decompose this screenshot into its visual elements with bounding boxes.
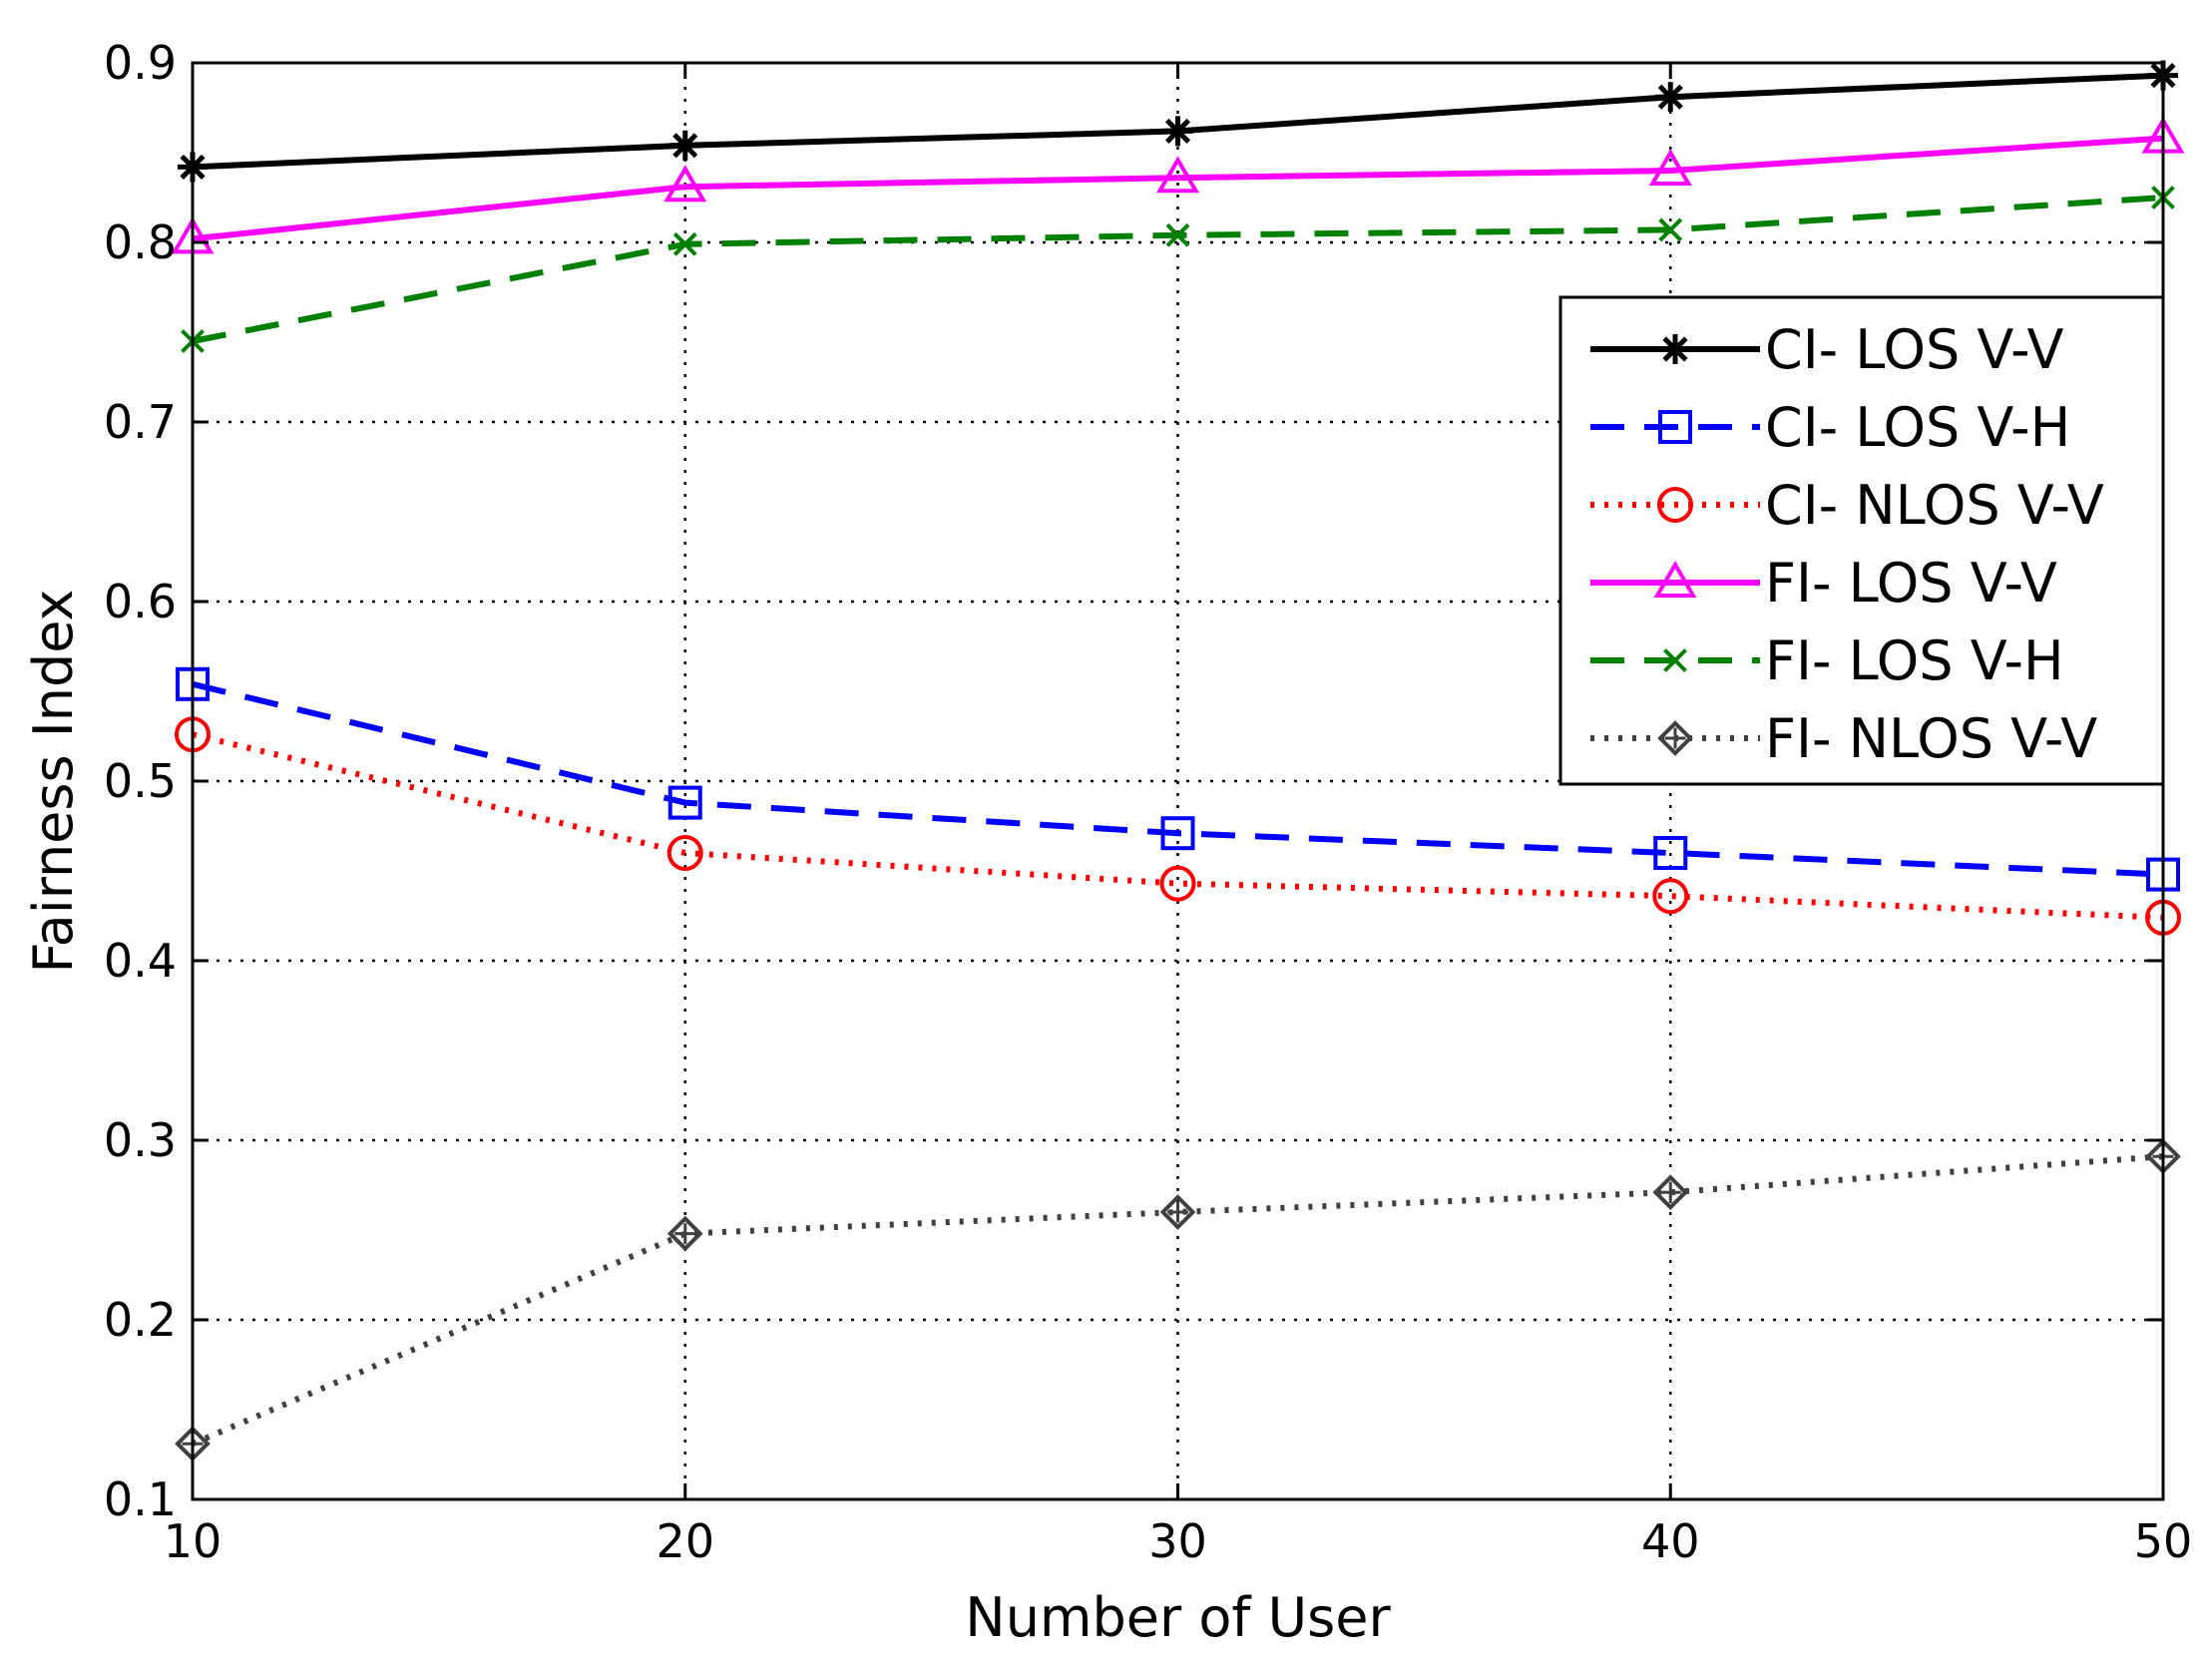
data-point-ci-nlos-v-v bbox=[1652, 878, 1689, 915]
marker-diamond bbox=[666, 1215, 703, 1252]
marker-circle bbox=[1159, 865, 1196, 902]
data-point-ci-los-v-v bbox=[1162, 116, 1193, 147]
legend: CI- LOS V-V CI- LOS V-H CI- NLOS V-V FI- LO… bbox=[1558, 295, 2165, 786]
legend-label: FI- NLOS V-V bbox=[1765, 707, 2097, 770]
y-tick-label: 0.2 bbox=[104, 1293, 177, 1347]
data-point-ci-los-v-h bbox=[667, 785, 702, 820]
data-point-fi-los-v-v bbox=[1648, 149, 1692, 186]
y-tick-label: 0.9 bbox=[104, 36, 177, 90]
legend-swatch-marker bbox=[1660, 334, 1690, 364]
y-tick-label: 0.4 bbox=[104, 934, 177, 988]
legend-swatch-marker bbox=[1657, 487, 1693, 523]
marker-circle bbox=[1657, 487, 1693, 523]
data-point-ci-nlos-v-v bbox=[1159, 865, 1196, 902]
y-tick-label: 0.1 bbox=[104, 1472, 177, 1526]
legend-swatch-marker bbox=[1653, 561, 1697, 598]
data-point-fi-los-v-v bbox=[664, 165, 707, 203]
marker-stroke bbox=[672, 231, 697, 256]
marker-triangle bbox=[1156, 156, 1199, 194]
legend-swatch-marker bbox=[1657, 720, 1693, 756]
legend-item-ci-los-v-v: CI- LOS V-V bbox=[1590, 318, 2063, 381]
marker-triangle bbox=[1648, 149, 1692, 186]
marker-diamond bbox=[1657, 720, 1693, 756]
marker-stroke bbox=[672, 133, 698, 159]
data-point-fi-nlos-v-v bbox=[666, 1215, 703, 1252]
data-point-fi-los-v-h bbox=[672, 231, 697, 256]
series-line-ci-nlos-v-v bbox=[192, 731, 2164, 921]
marker-triangle bbox=[1653, 561, 1697, 598]
marker-circle bbox=[1652, 878, 1689, 915]
marker-square bbox=[667, 785, 702, 820]
x-tick-label: 50 bbox=[2134, 1514, 2193, 1568]
x-tick-label: 40 bbox=[1641, 1514, 1700, 1568]
y-tick-label: 0.8 bbox=[104, 215, 177, 269]
data-point-ci-nlos-v-v bbox=[666, 835, 703, 871]
marker-triangle bbox=[664, 165, 707, 203]
marker-stroke bbox=[1658, 217, 1683, 242]
data-point-ci-los-v-h bbox=[1160, 816, 1195, 851]
legend-item-fi-los-v-h: FI- LOS V-H bbox=[1590, 629, 2064, 692]
series-line-ci-los-v-h bbox=[192, 680, 2164, 878]
ticks: 10 20 30 40 50 0.1 0.2 0.3 0.4 0.5 0.6 0.7 0.8 0.9 bbox=[104, 36, 2192, 1568]
data-point-fi-nlos-v-v bbox=[1652, 1174, 1689, 1211]
marker-circle bbox=[666, 835, 703, 871]
data-point-fi-los-v-h bbox=[1165, 222, 1190, 247]
marker-diamond bbox=[1159, 1194, 1196, 1230]
marker-stroke bbox=[1164, 118, 1191, 144]
data-point-fi-nlos-v-v bbox=[1159, 1194, 1196, 1230]
legend-box bbox=[1558, 295, 2165, 786]
y-tick-label: 0.7 bbox=[104, 395, 177, 449]
y-axis-label: Fairness Index bbox=[22, 590, 85, 974]
data-point-ci-los-v-h bbox=[1653, 836, 1688, 870]
data-point-fi-los-v-v bbox=[1156, 156, 1199, 194]
x-tick-label: 20 bbox=[656, 1514, 714, 1568]
x-tick-label: 30 bbox=[1148, 1514, 1207, 1568]
y-tick-label: 0.3 bbox=[104, 1113, 177, 1167]
data-point-ci-los-v-v bbox=[669, 130, 700, 161]
marker-square bbox=[1160, 816, 1195, 851]
legend-item-fi-nlos-v-v: FI- NLOS V-V bbox=[1590, 707, 2097, 770]
legend-label: CI- LOS V-H bbox=[1765, 396, 2070, 459]
marker-stroke bbox=[1663, 648, 1687, 672]
marker-diamond bbox=[1652, 1174, 1689, 1211]
legend-label: CI- NLOS V-V bbox=[1765, 474, 2104, 537]
legend-item-fi-los-v-v: FI- LOS V-V bbox=[1590, 552, 2057, 615]
data-point-fi-los-v-h bbox=[1658, 217, 1683, 242]
data-point-ci-los-v-v bbox=[1655, 82, 1686, 113]
legend-item-ci-los-v-h: CI- LOS V-H bbox=[1590, 396, 2070, 459]
marker-square bbox=[1653, 836, 1688, 870]
x-axis-label: Number of User bbox=[965, 1586, 1391, 1649]
legend-label: CI- LOS V-V bbox=[1765, 318, 2063, 381]
y-tick-label: 0.6 bbox=[104, 575, 177, 628]
marker-square bbox=[1658, 410, 1692, 444]
legend-label: FI- LOS V-H bbox=[1765, 629, 2064, 692]
legend-item-ci-nlos-v-v: CI- NLOS V-V bbox=[1590, 474, 2104, 537]
marker-stroke bbox=[1165, 222, 1190, 247]
series-line-fi-los-v-v bbox=[192, 135, 2164, 242]
legend-swatch-marker bbox=[1663, 648, 1687, 672]
x-tick-label: 10 bbox=[164, 1514, 222, 1568]
marker-stroke bbox=[1662, 336, 1688, 362]
legend-swatch-marker bbox=[1658, 410, 1692, 444]
y-tick-label: 0.5 bbox=[104, 754, 177, 808]
marker-stroke bbox=[1657, 84, 1683, 110]
legend-label: FI- LOS V-V bbox=[1765, 552, 2057, 615]
